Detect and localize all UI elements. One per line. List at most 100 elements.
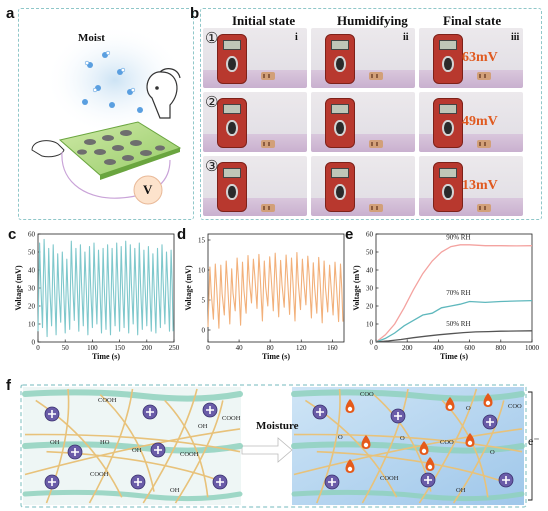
y-tick-label: 10 bbox=[28, 320, 36, 328]
y-tick-label: 0 bbox=[32, 338, 36, 346]
moist-label: Moist bbox=[78, 32, 105, 44]
roman-label: iii bbox=[511, 32, 520, 43]
proton-icon bbox=[445, 397, 455, 411]
final-voltage-readout: 49mV bbox=[462, 114, 498, 129]
panel-a-frame bbox=[18, 8, 194, 220]
x-tick-label: 800 bbox=[496, 344, 507, 352]
column-header-humidifying: Humidifying bbox=[337, 13, 408, 28]
x-tick-label: 1000 bbox=[525, 344, 540, 352]
generator-device bbox=[477, 140, 491, 148]
proton-core bbox=[447, 404, 453, 410]
panel-f-frame bbox=[20, 384, 527, 508]
polymer-fiber bbox=[316, 388, 341, 504]
roman-label: ii bbox=[403, 32, 409, 43]
panel-f-illustration: COOH OH HO OH OH COOH COOH COOH OH COO O O O COO COOH C… bbox=[20, 384, 544, 508]
x-axis-label: Time (s) bbox=[440, 352, 468, 361]
rh-series-line bbox=[375, 244, 533, 343]
polymer-fiber bbox=[142, 388, 198, 504]
polymer-fiber bbox=[88, 388, 134, 504]
polymer-fiber bbox=[293, 428, 523, 476]
multimeter-icon bbox=[217, 98, 247, 148]
y-tick-label: 30 bbox=[366, 284, 374, 292]
chemical-group-label: O bbox=[490, 449, 495, 456]
proton-icon bbox=[425, 457, 435, 471]
row-index: ② bbox=[205, 93, 219, 111]
y-tick-label: 40 bbox=[366, 266, 374, 274]
x-tick-label: 120 bbox=[296, 344, 307, 352]
chemical-group-label: OH bbox=[50, 439, 60, 446]
y-tick-label: 30 bbox=[28, 284, 36, 292]
voltmeter-label: V bbox=[143, 182, 153, 197]
panel-b-frame bbox=[200, 8, 542, 220]
rh-series-line bbox=[375, 330, 533, 343]
proton-core bbox=[363, 442, 369, 448]
generator-device bbox=[369, 140, 383, 148]
photo-cell bbox=[311, 28, 415, 88]
plus-icon bbox=[154, 446, 162, 454]
final-voltage-readout: 63mV bbox=[462, 50, 498, 65]
face-icon bbox=[146, 68, 181, 119]
panel-c-letter: c bbox=[8, 226, 17, 243]
y-axis-label: Voltage (mV) bbox=[352, 265, 361, 311]
photo-cell bbox=[419, 92, 523, 152]
y-tick-label: 5 bbox=[202, 296, 206, 304]
roman-label: i bbox=[295, 32, 298, 43]
chart-c: 0 50 100 150 200 250 0 10 20 30 40 50 60 Time (s) Volt… bbox=[14, 230, 180, 361]
polymer-fiber bbox=[418, 388, 478, 504]
plus-icon bbox=[216, 478, 224, 486]
generator-device bbox=[261, 204, 275, 212]
plus-icon bbox=[328, 478, 336, 486]
proton-core bbox=[427, 464, 433, 470]
plus-icon bbox=[424, 476, 432, 484]
cellulose-band bbox=[291, 489, 525, 502]
column-header-final: Final state bbox=[443, 13, 502, 28]
generator-device bbox=[477, 204, 491, 212]
photo-cell bbox=[419, 156, 523, 216]
x-tick-label: 160 bbox=[327, 344, 338, 352]
chemical-group-label: COOH bbox=[380, 475, 399, 482]
y-tick-label: 50 bbox=[28, 248, 36, 256]
panel-a-letter: a bbox=[6, 5, 15, 22]
y-axis-label: Voltage (mV) bbox=[184, 265, 193, 311]
multimeter-icon bbox=[433, 162, 463, 212]
moisture-arrow-icon bbox=[241, 437, 293, 463]
x-tick-label: 0 bbox=[374, 344, 378, 352]
moisture-arrow-label: Moisture bbox=[256, 420, 299, 432]
proton-icon bbox=[345, 399, 355, 413]
cellulose-band bbox=[291, 441, 525, 454]
generator-device bbox=[369, 204, 383, 212]
electron-label: e⁻ bbox=[528, 434, 540, 448]
electron-bracket bbox=[528, 391, 533, 501]
series-label: 90% RH bbox=[446, 233, 470, 241]
x-axis-label: Time (s) bbox=[262, 352, 290, 361]
x-tick-label: 80 bbox=[267, 344, 275, 352]
chemical-group-label: O bbox=[338, 434, 343, 441]
plus-icon bbox=[502, 476, 510, 484]
multimeter-icon bbox=[325, 162, 355, 212]
panel-e-letter: e bbox=[345, 226, 354, 243]
row-index: ③ bbox=[205, 157, 219, 175]
x-tick-label: 400 bbox=[433, 344, 444, 352]
chart-d: 0 40 80 120 160 0 5 10 15 Time (s) Voltage (mV) bbox=[184, 233, 345, 361]
chemical-group-label: COOH bbox=[90, 471, 109, 478]
polymer-fiber bbox=[24, 433, 241, 453]
x-tick-label: 0 bbox=[36, 344, 40, 352]
hand-icon bbox=[31, 140, 65, 158]
panel-a-illustration: Moist V bbox=[20, 10, 192, 218]
proton-core bbox=[421, 448, 427, 454]
proton-icon bbox=[465, 433, 475, 447]
y-tick-label: 0 bbox=[370, 338, 374, 346]
y-tick-label: 10 bbox=[366, 320, 374, 328]
chart-e: 0 200 400 600 800 1000 0 10 20 30 40 50 60 Time (s) Vo… bbox=[352, 230, 540, 361]
multimeter-icon bbox=[217, 162, 247, 212]
chemical-group-label: COO bbox=[440, 439, 454, 446]
chemical-group-label: HO bbox=[100, 439, 110, 446]
panel-d-letter: d bbox=[177, 226, 187, 243]
y-tick-label: 20 bbox=[366, 302, 374, 310]
chemical-group-label: COO bbox=[360, 391, 374, 398]
plus-icon bbox=[316, 408, 324, 416]
polymer-fiber bbox=[361, 388, 409, 504]
polymer-fiber bbox=[293, 433, 523, 453]
photo-cell bbox=[419, 28, 523, 88]
proton-icon bbox=[361, 435, 371, 449]
